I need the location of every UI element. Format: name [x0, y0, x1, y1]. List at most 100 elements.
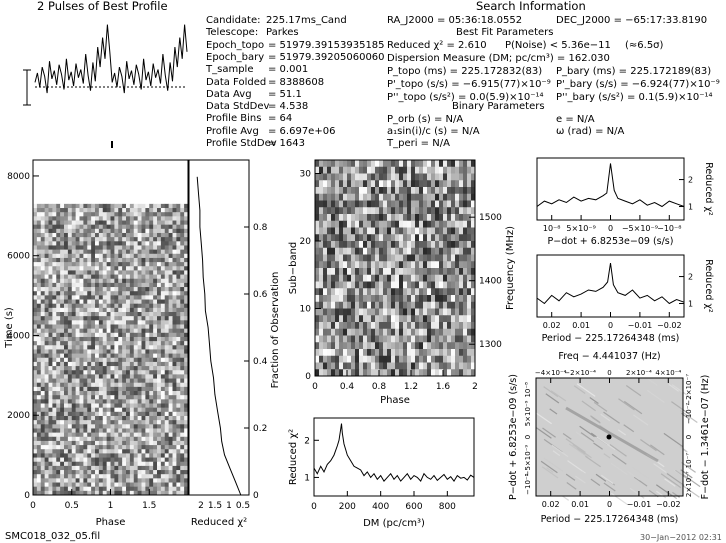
- time-phase-cell: [133, 411, 139, 417]
- time-phase-cell: [33, 237, 38, 242]
- subband-phase-cell: [319, 281, 324, 289]
- subband-phase-cell: [427, 166, 432, 174]
- time-phase-cell: [52, 420, 57, 425]
- pdot-bary-text: P'_bary (s/s) = −6.924(77)×10⁻⁹: [556, 79, 720, 90]
- candidate-info-label: Telescope:: [206, 27, 259, 39]
- time-phase-cell: [118, 461, 123, 467]
- time-phase-cell: [44, 436, 49, 442]
- time-phase-cell: [106, 415, 111, 421]
- subband-phase-cell: [383, 241, 388, 249]
- time-phase-cell: [98, 224, 104, 230]
- time-phase-cell: [67, 461, 73, 467]
- subband-phase-cell: [327, 241, 332, 249]
- subband-phase-cell: [455, 220, 460, 228]
- time-phase-cell: [129, 407, 135, 413]
- time-phase-cell: [129, 278, 135, 284]
- time-phase-cell: [56, 282, 61, 288]
- time-phase-cell: [64, 324, 69, 330]
- time-phase-cell: [44, 407, 49, 413]
- time-phase-cell: [114, 440, 119, 446]
- time-phase-cell: [71, 232, 77, 238]
- subband-phase-cell: [363, 187, 368, 195]
- subband-phase-cell: [451, 322, 456, 330]
- subband-phase-cell: [427, 193, 432, 201]
- pp-plane-streak: [666, 473, 685, 486]
- time-phase-cell: [48, 407, 53, 413]
- time-phase-cell: [141, 270, 146, 275]
- time-phase-cell: [79, 486, 84, 492]
- subband-phase-cell: [427, 207, 432, 215]
- time-phase-cell: [157, 228, 162, 234]
- subband-phase-cell: [335, 214, 340, 222]
- subband-phase-cell: [327, 173, 332, 181]
- subband-phase-cell: [355, 268, 360, 276]
- time-phase-cell: [83, 478, 88, 483]
- time-phase-cell: [106, 490, 111, 496]
- time-phase-cell: [164, 378, 170, 384]
- subband-phase-cell: [419, 180, 424, 188]
- subband-phase-cell: [327, 281, 332, 289]
- time-phase-cell: [180, 445, 185, 450]
- subband-phase-cell: [375, 166, 380, 174]
- time-phase-cell: [87, 432, 92, 438]
- time-phase-cell: [176, 257, 181, 263]
- time-phase-cell: [83, 457, 88, 463]
- time-phase-cell: [157, 245, 162, 251]
- subband-phase-cell: [335, 362, 340, 370]
- time-phase-cell: [33, 262, 38, 267]
- subband-phase-cell: [439, 322, 444, 330]
- time-phase-cell: [95, 312, 100, 317]
- time-phase-cell: [67, 486, 73, 492]
- time-phase-cell: [149, 274, 154, 280]
- time-phase-cell: [122, 457, 127, 463]
- subband-phase-cell: [387, 362, 392, 370]
- time-phase-cell: [176, 312, 181, 317]
- time-phase-cell: [145, 257, 150, 263]
- time-phase-cell: [145, 324, 150, 330]
- time-phase-cell: [48, 303, 53, 309]
- subband-phase-cell: [359, 268, 364, 276]
- time-phase-cell: [95, 349, 100, 354]
- time-phase-cell: [160, 407, 166, 413]
- subband-phase-cell: [363, 288, 368, 296]
- time-phase-cell: [129, 374, 135, 379]
- time-phase-cell: [64, 378, 69, 384]
- time-phase-cell: [87, 274, 92, 280]
- time-phase-cell: [122, 407, 127, 413]
- time-phase-cell: [160, 224, 166, 230]
- time-phase-cell: [172, 465, 177, 471]
- time-phase-cell: [180, 328, 185, 334]
- time-phase-cell: [141, 440, 146, 446]
- time-phase-cell: [67, 478, 73, 483]
- subband-phase-cell: [355, 200, 360, 208]
- subband-phase-cell: [431, 349, 436, 357]
- subband-phase-cell: [415, 220, 420, 228]
- time-phase-cell: [52, 257, 57, 263]
- time-phase-cell: [172, 440, 177, 446]
- time-phase-cell: [141, 403, 146, 409]
- time-phase-cell: [64, 449, 69, 454]
- pp-plane-streak: [680, 461, 696, 473]
- time-phase-cell: [33, 374, 38, 379]
- time-phase-cell: [33, 228, 38, 234]
- time-phase-cell: [106, 336, 111, 342]
- time-phase-cell: [157, 278, 162, 284]
- time-phase-cell: [60, 282, 65, 288]
- time-phase-cell: [110, 266, 115, 271]
- time-phase-cell: [118, 324, 123, 330]
- subband-phase-cell: [431, 295, 436, 303]
- time-phase-cell: [87, 353, 92, 359]
- subband-phase-cell: [431, 268, 436, 276]
- time-phase-cell: [153, 353, 158, 359]
- time-phase-cell: [79, 220, 84, 226]
- time-phase-cell: [102, 295, 108, 300]
- time-phase-cell: [60, 336, 65, 342]
- time-phase-cell: [149, 407, 154, 413]
- time-phase-cell: [110, 353, 115, 359]
- subband-phase-cell: [343, 274, 348, 282]
- time-phase-cell: [180, 424, 185, 429]
- subband-phase-cell: [463, 322, 468, 330]
- time-phase-cell: [157, 403, 162, 409]
- time-phase-cell: [95, 415, 100, 421]
- time-phase-cell: [83, 328, 88, 334]
